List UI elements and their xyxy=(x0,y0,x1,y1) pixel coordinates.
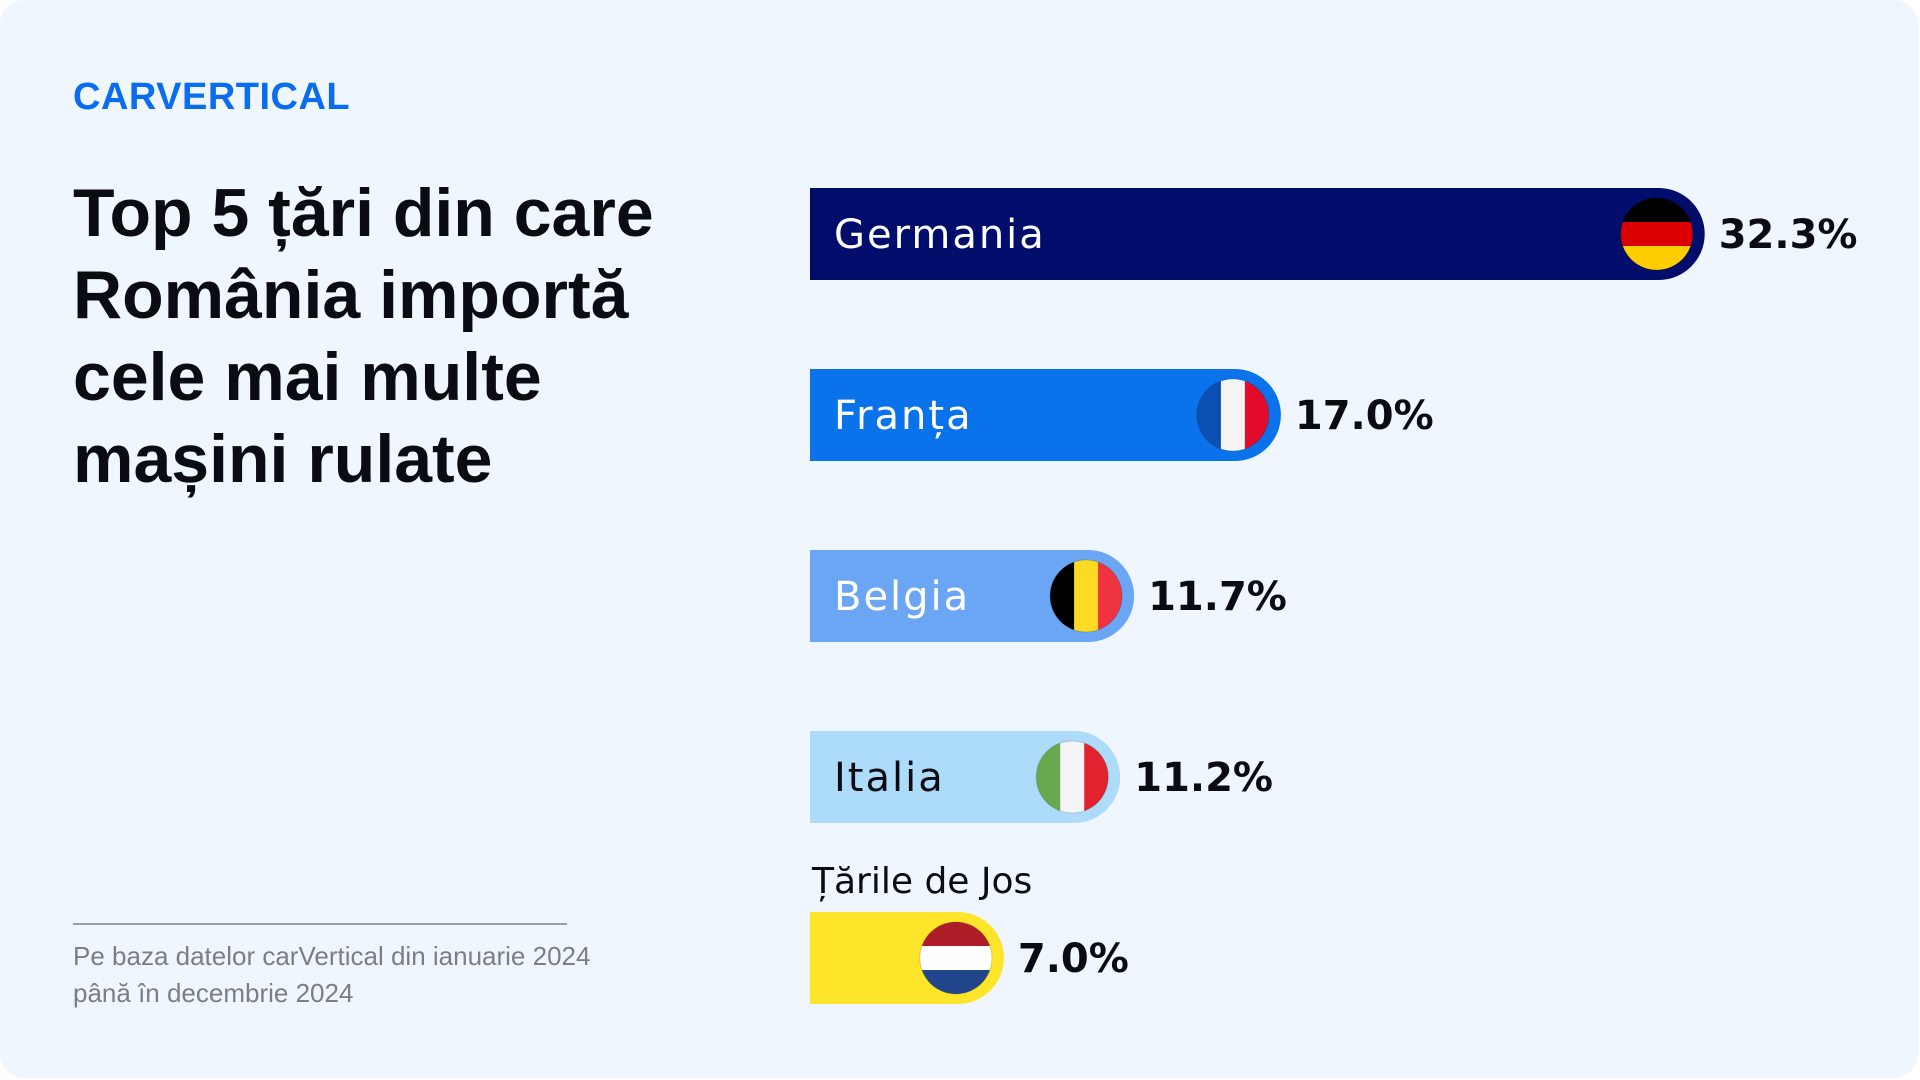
flag-border xyxy=(1049,559,1123,633)
flag-border xyxy=(1196,378,1270,452)
bar-group: Belgia 11.7% xyxy=(810,550,1287,642)
bar-group: Franța 17.0% xyxy=(810,369,1434,461)
flag-stripe xyxy=(1060,741,1085,813)
bar-group: Italia 11.2% xyxy=(810,731,1273,823)
flag-stripe xyxy=(919,946,992,971)
page-title: Top 5 țări din care România importă cele… xyxy=(73,175,654,497)
divider xyxy=(73,923,567,925)
carvertical-logo: CARVERTICAL xyxy=(73,76,351,118)
category-label: Franța xyxy=(834,393,973,439)
category-label: Țările de Jos xyxy=(811,861,1032,902)
bar xyxy=(810,188,1705,280)
source-note: Pe baza datelor carVertical din ianuarie… xyxy=(73,941,591,1008)
category-label: Germania xyxy=(834,212,1046,258)
category-label: Belgia xyxy=(834,574,970,620)
flag-border xyxy=(919,921,993,995)
value-label: 32.3% xyxy=(1719,212,1858,258)
bar xyxy=(810,550,1135,642)
value-label: 11.2% xyxy=(1134,755,1273,801)
flag-border xyxy=(1035,740,1109,814)
bar xyxy=(810,731,1121,823)
bar-group: Germania 32.3% xyxy=(810,188,1857,280)
flag-stripe xyxy=(1074,560,1099,632)
value-label: 17.0% xyxy=(1295,393,1434,439)
value-label: 11.7% xyxy=(1148,574,1287,620)
flag-stripe xyxy=(1220,379,1246,451)
flag-stripe xyxy=(1620,222,1693,247)
bar-group: Țările de Jos 7.0% xyxy=(810,861,1129,1004)
flag-border xyxy=(1620,197,1694,271)
value-label: 7.0% xyxy=(1018,936,1129,982)
bar xyxy=(810,369,1281,461)
category-label: Italia xyxy=(834,755,945,801)
